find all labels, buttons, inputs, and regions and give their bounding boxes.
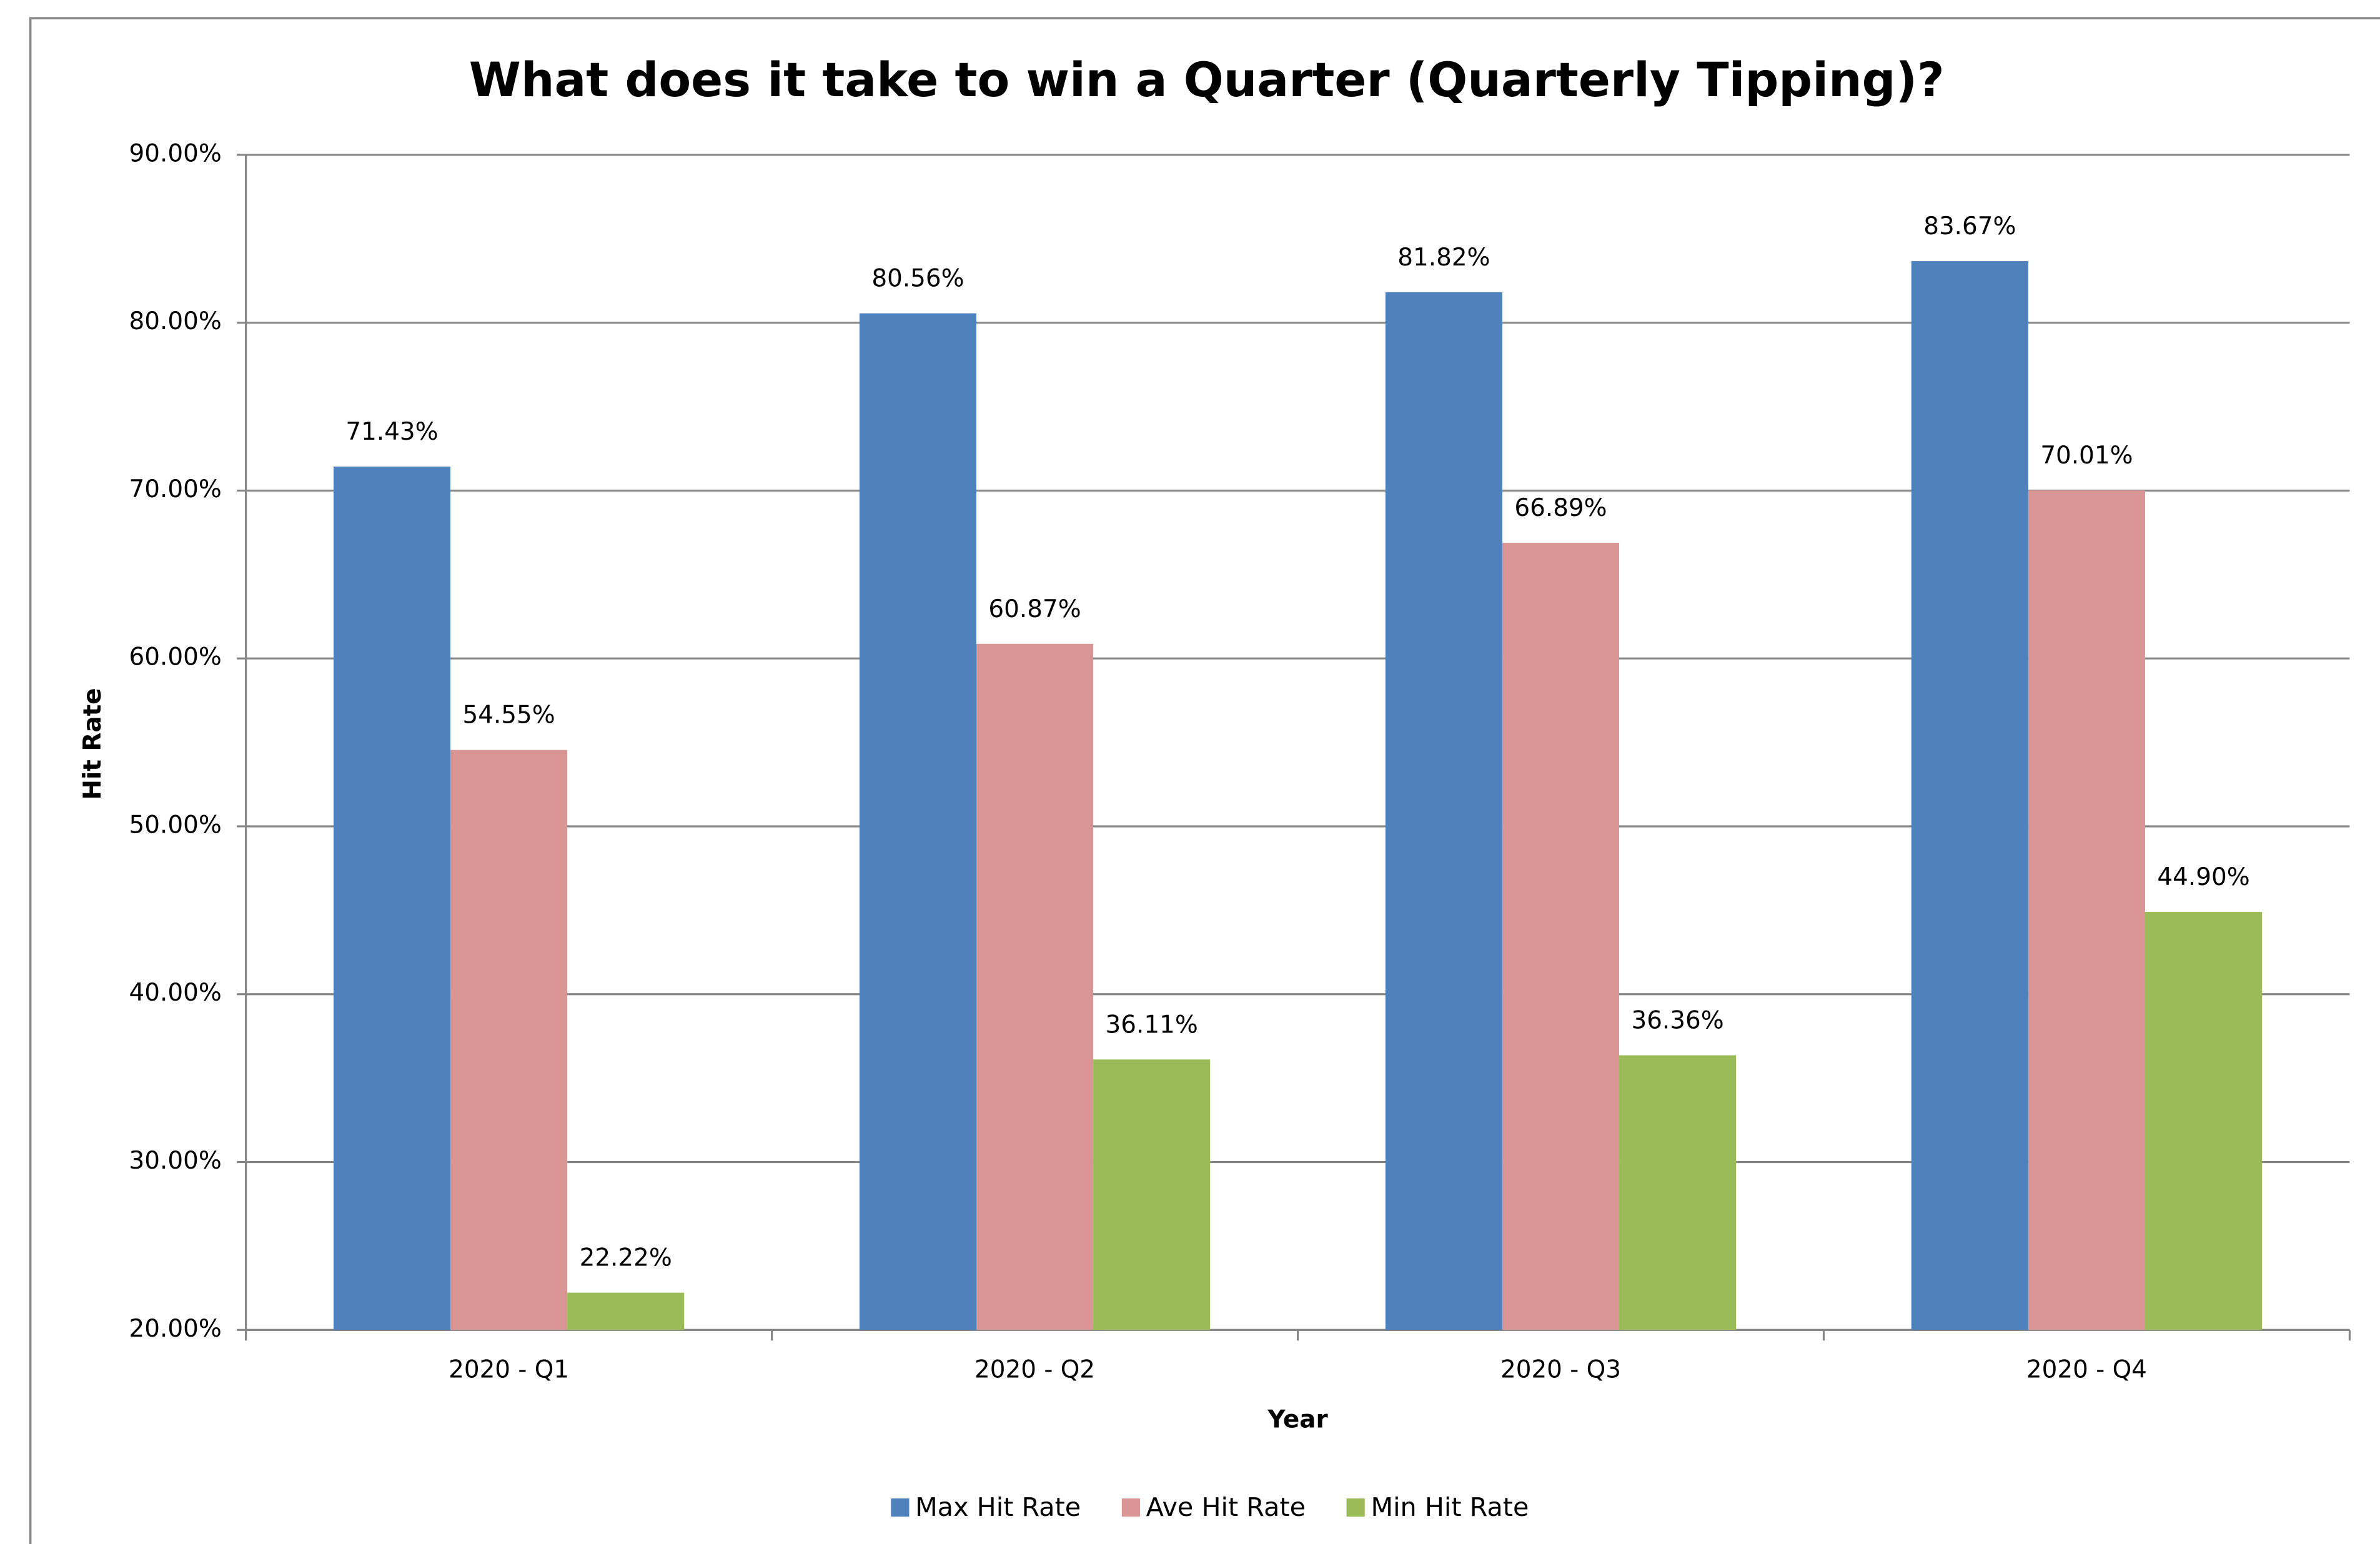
y-tick-label: 30.00%: [129, 1147, 222, 1175]
bar: [1911, 261, 2028, 1330]
value-label: 60.87%: [988, 595, 1081, 623]
bar: [450, 750, 568, 1330]
value-label: 22.22%: [580, 1244, 672, 1272]
value-label: 44.90%: [2157, 863, 2249, 891]
y-tick-label: 40.00%: [129, 979, 222, 1007]
value-label: 36.36%: [1631, 1007, 1723, 1035]
y-axis-title: Hit Rate: [79, 688, 107, 799]
legend-label: Min Hit Rate: [1371, 1492, 1529, 1522]
bar: [2144, 912, 2263, 1330]
y-tick-label: 90.00%: [129, 139, 222, 167]
value-label: 36.11%: [1106, 1011, 1198, 1039]
x-tick-label: 2020 - Q3: [1500, 1355, 1621, 1383]
legend-swatch: [1121, 1498, 1140, 1517]
value-label: 81.82%: [1397, 244, 1490, 272]
y-tick-label: 50.00%: [129, 811, 222, 839]
value-label: 54.55%: [463, 701, 555, 730]
x-tick-label: 2020 - Q4: [2026, 1355, 2147, 1383]
legend-label: Ave Hit Rate: [1146, 1492, 1306, 1522]
bar: [976, 643, 1094, 1330]
y-tick-label: 70.00%: [129, 475, 222, 503]
bar: [2028, 490, 2145, 1330]
bar: [567, 1292, 685, 1330]
bar: [1093, 1059, 1211, 1330]
value-label: 66.89%: [1514, 494, 1607, 522]
x-tick-label: 2020 - Q1: [449, 1355, 569, 1383]
legend-swatch: [891, 1498, 910, 1517]
bar: [1619, 1055, 1737, 1330]
bar: [1502, 543, 1620, 1330]
x-tick-label: 2020 - Q2: [974, 1355, 1095, 1383]
value-label: 83.67%: [1923, 212, 2016, 240]
bar: [1385, 292, 1502, 1330]
bar: [333, 467, 451, 1330]
chart-title: What does it take to win a Quarter (Quar…: [469, 52, 1945, 107]
value-label: 70.01%: [2040, 442, 2133, 470]
y-tick-label: 60.00%: [129, 643, 222, 671]
value-label: 71.43%: [345, 418, 438, 446]
legend-swatch: [1346, 1498, 1365, 1517]
x-axis-title: Year: [1267, 1406, 1328, 1434]
y-tick-label: 20.00%: [129, 1315, 222, 1343]
y-tick-label: 80.00%: [129, 307, 222, 335]
legend-label: Max Hit Rate: [915, 1492, 1081, 1522]
bar: [859, 313, 976, 1330]
value-label: 80.56%: [871, 265, 964, 293]
